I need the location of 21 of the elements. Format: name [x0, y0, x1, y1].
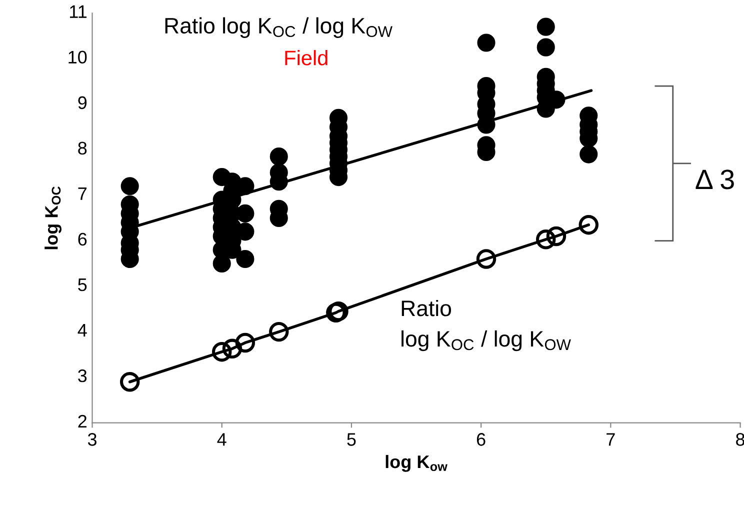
y-tick-label: 7 [78, 188, 86, 200]
x-tick-label: 6 [476, 433, 486, 446]
annotation: Ratio log K$_{OC}$ / log K$_{OW}$ [165, 17, 392, 38]
annotation: Δ 3 [696, 170, 734, 190]
y-tick-label: 5 [78, 278, 87, 292]
y-tick-label: 10 [68, 50, 87, 64]
annotation: Field [285, 50, 328, 66]
x-tick-label: 5 [347, 433, 356, 446]
y-tick-label: 11 [70, 5, 87, 18]
y-tick-label: 4 [78, 324, 87, 336]
annotation: Ratio log K$_{OC}$ / log K$_{OW}$ [402, 300, 571, 352]
x-tick-label: 3 [88, 433, 96, 446]
y-tick-label: 8 [78, 142, 87, 155]
y-axis-title: log K$_{OC}$ [44, 186, 62, 250]
y-tick-label: 6 [78, 232, 87, 246]
y-tick-label: 9 [78, 96, 87, 110]
x-axis-title: log K$_{ow}$ [386, 454, 448, 472]
y-tick-label: 3 [78, 369, 87, 382]
x-tick-label: 7 [606, 433, 615, 446]
y-tick-label: 2 [78, 414, 86, 428]
x-tick-label: 4 [217, 433, 226, 446]
